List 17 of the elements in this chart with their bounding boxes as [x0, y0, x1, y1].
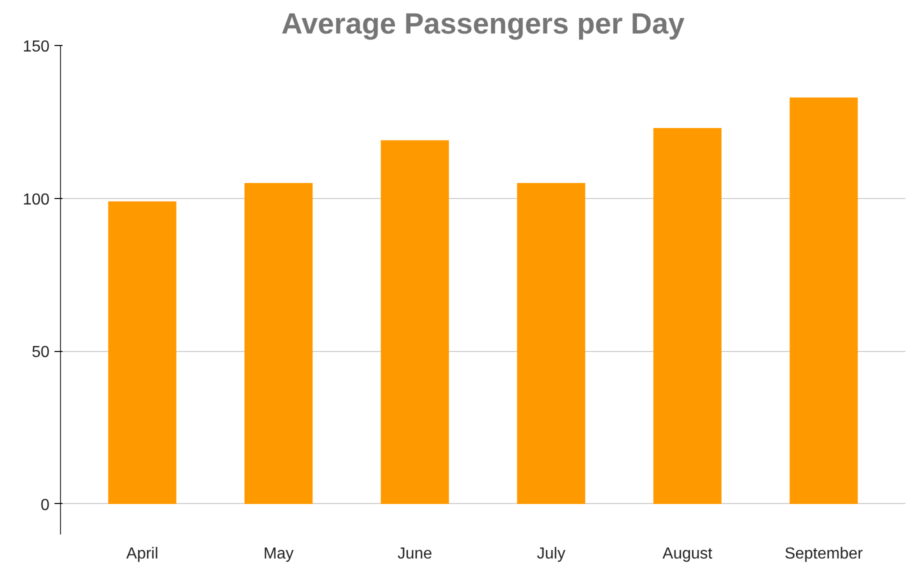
chart-title: Average Passengers per Day: [281, 8, 686, 40]
y-tick-label: 50: [32, 344, 50, 362]
x-tick-label: July: [536, 546, 566, 562]
y-tick-label: 100: [22, 191, 50, 208]
x-tick-label: April: [126, 546, 158, 562]
x-tick-label: August: [662, 546, 713, 562]
bar: [517, 183, 586, 504]
x-tick-label: June: [398, 546, 432, 562]
bar: [380, 140, 449, 504]
bar: [653, 128, 722, 504]
bar: [108, 201, 176, 504]
y-tick-label: 0: [40, 496, 50, 514]
bar: [790, 97, 858, 504]
x-tick-label: May: [263, 546, 294, 562]
y-tick-label: 150: [22, 38, 50, 56]
x-tick-label: September: [784, 546, 864, 562]
bar: [244, 183, 313, 504]
